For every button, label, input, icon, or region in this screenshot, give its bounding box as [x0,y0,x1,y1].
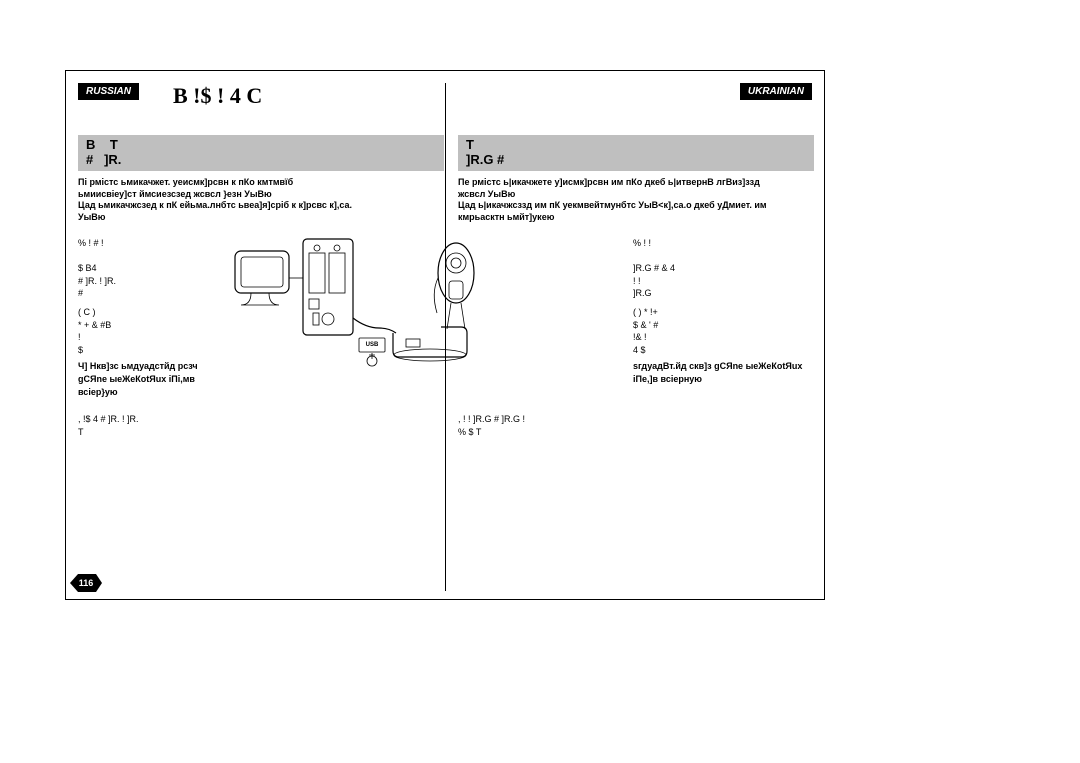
bullets-right: , ! ! ]R.G # ]R.G ! % $ T [458,413,798,438]
heading-left: B !$ ! 4 C [173,83,262,109]
connection-diagram: USB [231,233,501,393]
lang-badge-russian: RUSSIAN [78,83,139,100]
steps-left: % ! # ! $ B4 # ]R. ! ]R. # ( C ) * + & #… [78,237,213,398]
step1-right: % ! ! ]R.G # & 4 ! ! ]R.G [633,237,813,300]
intro-right: Пе рмістс ь|икачжете у]исмк]рсвн им пКо … [458,177,778,224]
usb-label: USB [366,342,379,348]
step1-left: % ! # ! $ B4 # ]R. ! ]R. # [78,237,213,300]
subheading-right: T ]R.G # [458,135,814,171]
steps-right: % ! ! ]R.G # & 4 ! ! ]R.G ( ) * !+ $ & '… [633,237,813,386]
subheading-left: B T # ]R. [78,135,444,171]
lang-badge-ukrainian: UKRAINIAN [740,83,812,100]
bold-note-left: Ч] Нкв]зс ьмдуадстйд рсзч gCЯne ыеЖеКotЯ… [78,360,213,398]
step2-left: ( C ) * + & #B ! $ [78,306,213,356]
page-number: 116 [79,578,94,588]
intro-left: Пі рмістс ьмикачжет. уеисмк]рсвн к пКо к… [78,177,353,224]
manual-page: RUSSIAN UKRAINIAN B !$ ! 4 C B T # ]R. П… [65,70,825,600]
page-number-badge: 116 [68,571,104,595]
bold-note-right: ѕгдуадВт.йд скв]з gCЯne ыеЖеКotЯux іПе,]… [633,360,813,385]
bullets-left: , !$ 4 # ]R. ! ]R. T [78,413,418,438]
step2-right: ( ) * !+ $ & ' # !& ! 4 $ [633,306,813,356]
